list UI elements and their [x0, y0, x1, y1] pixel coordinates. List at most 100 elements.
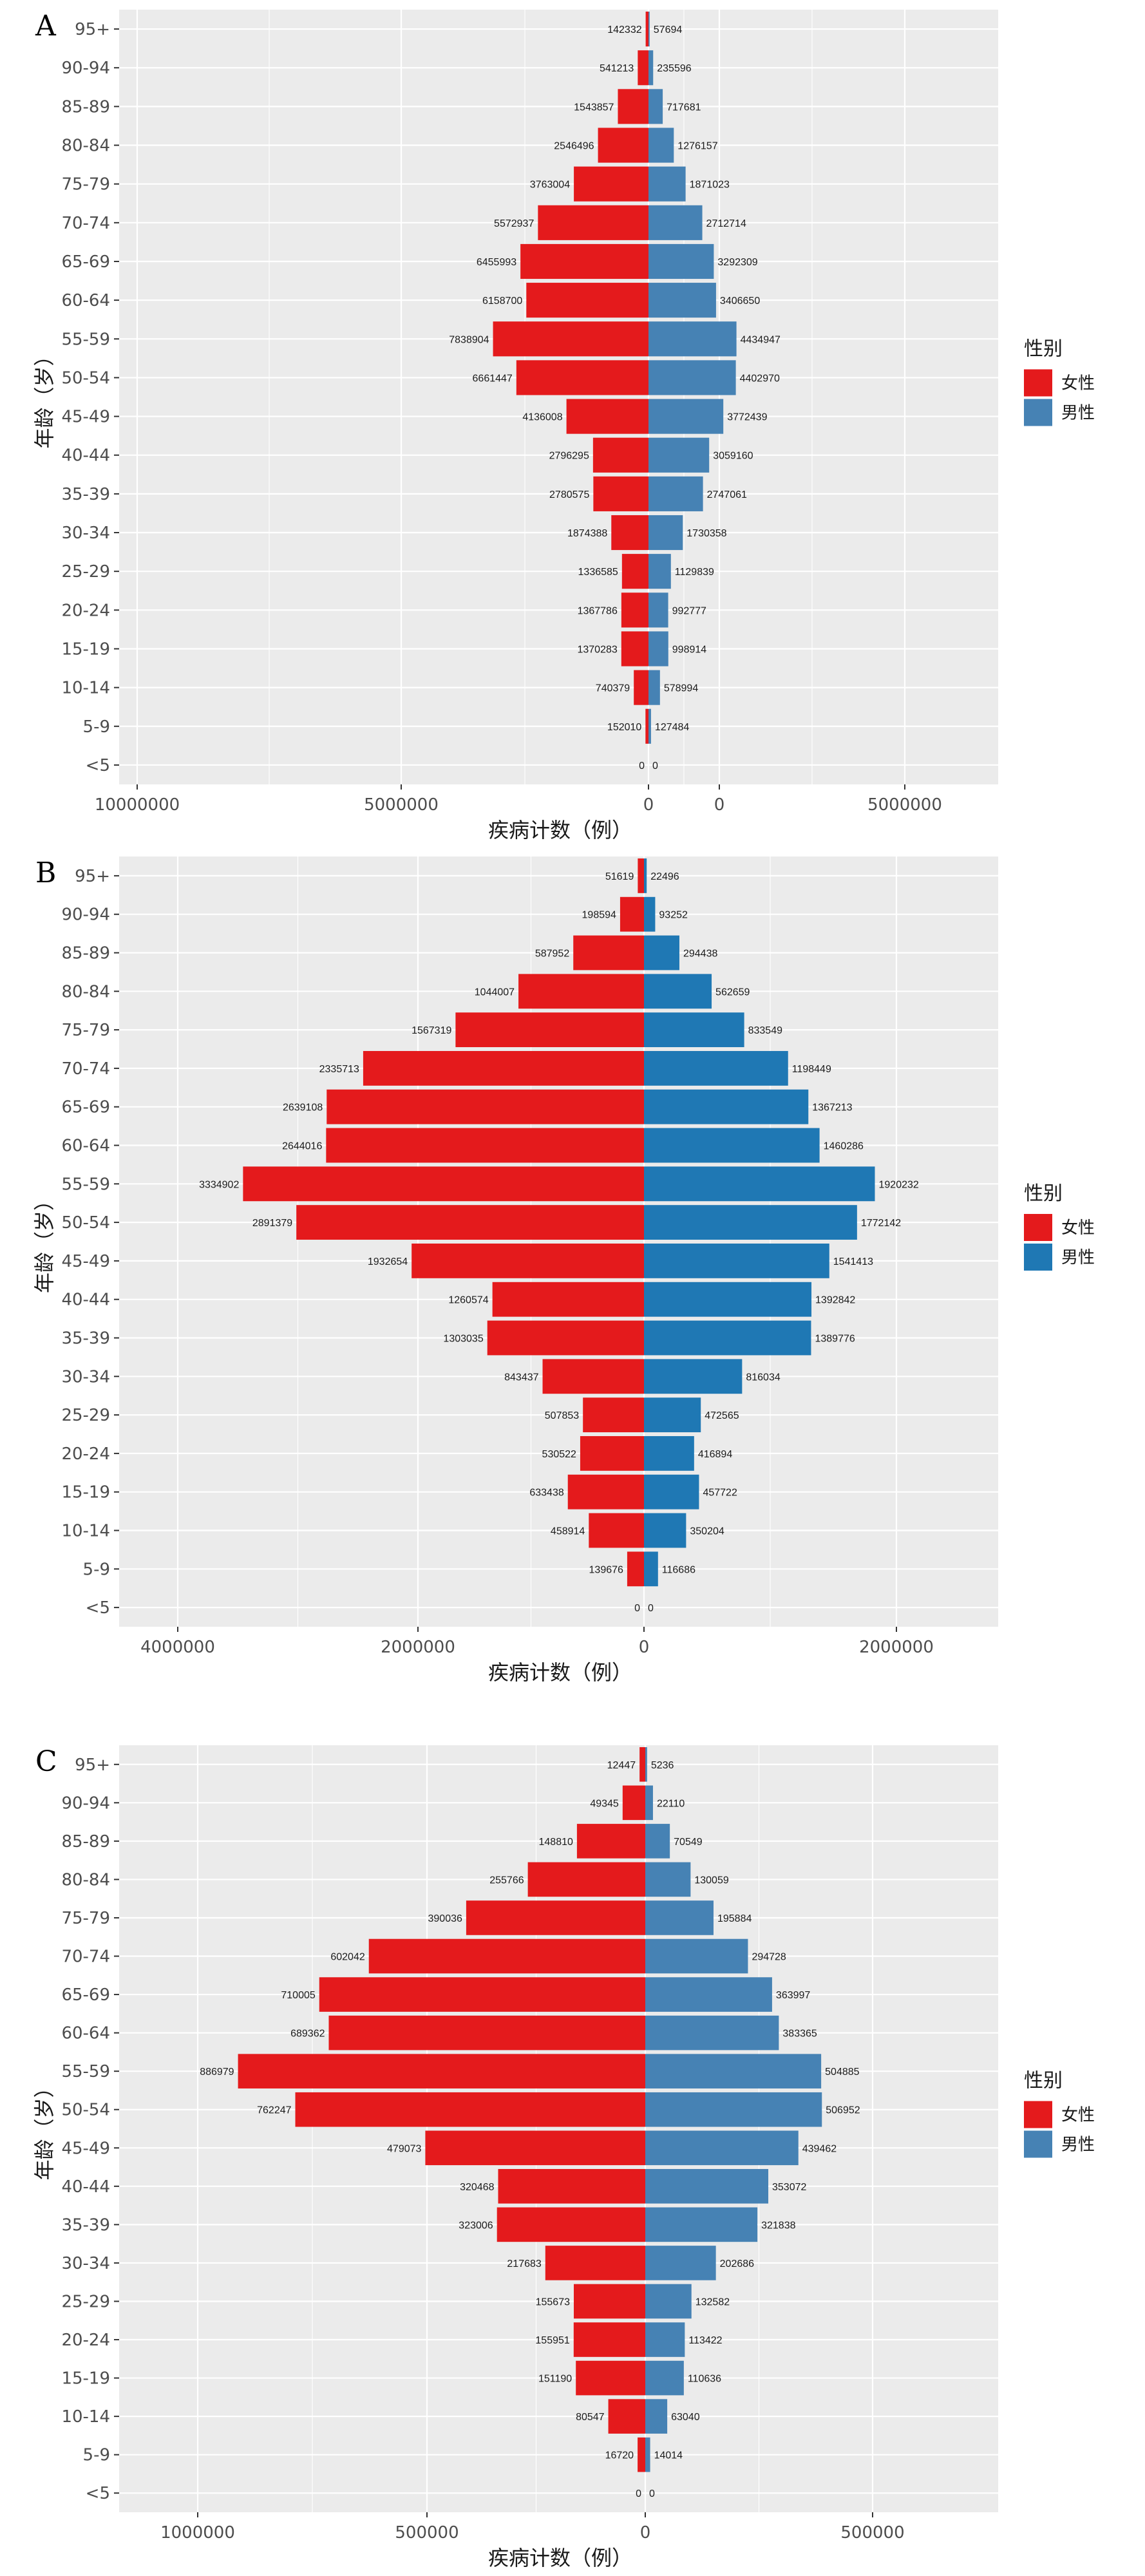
value-label-male: 1129839	[675, 567, 714, 578]
legend-key-swatch	[1024, 1214, 1052, 1241]
y-tick-label: 95+	[75, 867, 110, 886]
bar-male-55-59	[645, 2054, 822, 2088]
y-tick-label: 30-34	[61, 1367, 110, 1387]
bar-female-35-39	[593, 476, 648, 511]
bar-female-25-29	[621, 554, 648, 589]
bar-male-45-49	[645, 2130, 799, 2166]
bar-male-30-34	[645, 2246, 716, 2280]
value-label-male: 350204	[690, 1526, 724, 1537]
x-axis-title: 疾病计数（例）	[488, 818, 632, 842]
x-tick-label: 4000000	[140, 1638, 215, 1657]
bar-female-85-89	[573, 935, 644, 971]
bar-male-20-24	[644, 1435, 694, 1471]
x-axis-title: 疾病计数（例）	[488, 1660, 632, 1685]
bar-male-40-44	[645, 2169, 769, 2204]
y-tick-label: 20-24	[61, 2331, 110, 2350]
bar-female-60-64	[326, 1128, 644, 1163]
bar-female-90-94	[620, 896, 644, 932]
legend-label: 男性	[1061, 404, 1095, 423]
legend-label: 女性	[1061, 1218, 1095, 1238]
value-label-female: 1370283	[577, 644, 617, 655]
value-label-male: 1871023	[690, 180, 730, 191]
plot-background	[119, 10, 998, 784]
bar-male-60-64	[644, 1128, 820, 1163]
x-tick-label: 0	[714, 795, 725, 815]
bar-female-20-24	[573, 2322, 645, 2357]
y-tick-label: 55-59	[61, 2062, 110, 2081]
legend-key-swatch	[1024, 399, 1052, 426]
y-tick-label: 30-34	[61, 2254, 110, 2273]
bar-male-20-24	[648, 592, 668, 628]
bar-male-70-74	[644, 1050, 788, 1086]
value-label-male: 1920232	[879, 1179, 919, 1190]
value-label-female: 4136008	[522, 412, 562, 423]
y-tick-label: 35-39	[61, 1329, 110, 1349]
value-label-male: 353072	[772, 2182, 806, 2193]
bar-female-45-49	[566, 399, 648, 434]
x-tick-label: 5000000	[364, 795, 439, 815]
bar-male-75-79	[644, 1012, 744, 1048]
legend-key-swatch	[1024, 2130, 1052, 2158]
value-label-female: 1567319	[412, 1025, 451, 1036]
value-label-female: 1932654	[368, 1256, 408, 1267]
value-label-male: 363997	[776, 1990, 810, 2001]
bar-female-5-9	[627, 1551, 644, 1587]
value-label-female: 198594	[582, 910, 616, 921]
bar-female-70-74	[363, 1050, 644, 1086]
value-label-male: 1276157	[677, 141, 717, 152]
value-label-male: 439462	[802, 2143, 837, 2154]
bar-male-90-94	[645, 1785, 653, 1821]
y-tick-label: 5-9	[83, 2446, 110, 2465]
value-label-male: 1198449	[792, 1064, 831, 1075]
value-label-male: 113422	[688, 2335, 722, 2346]
value-label-male: 506952	[826, 2105, 860, 2116]
y-tick-label: 95+	[75, 1756, 110, 1775]
bar-female-5-9	[638, 2437, 645, 2472]
value-label-female: 843437	[504, 1372, 538, 1383]
value-label-male: 5236	[651, 1760, 674, 1771]
y-tick-label: 40-44	[61, 2177, 110, 2197]
legend-key-swatch	[1024, 1244, 1052, 1271]
value-label-male: 3292309	[717, 257, 757, 268]
y-tick-label: 50-54	[61, 2101, 110, 2120]
bar-male-85-89	[648, 89, 663, 124]
value-label-male: 0	[648, 1603, 654, 1614]
value-label-female: 6455993	[477, 257, 516, 268]
bar-female-15-19	[621, 631, 648, 667]
value-label-male: 1389776	[815, 1334, 855, 1345]
value-label-male: 4434947	[741, 334, 781, 345]
y-tick-label: 40-44	[61, 446, 110, 466]
value-label-female: 148810	[539, 1837, 573, 1848]
value-label-male: 833549	[748, 1025, 782, 1036]
value-label-female: 255766	[489, 1875, 524, 1886]
y-tick-label: 85-89	[61, 944, 110, 963]
y-axis-title: 年龄（岁）	[32, 2077, 57, 2180]
value-label-female: 0	[639, 761, 645, 772]
bar-male-90-94	[644, 896, 656, 932]
bar-male-40-44	[644, 1282, 812, 1317]
y-tick-label: 75-79	[61, 175, 110, 194]
plot-background	[119, 857, 998, 1627]
bar-male-15-19	[644, 1474, 699, 1510]
y-axis-title: 年龄（岁）	[32, 345, 57, 448]
y-tick-label: 35-39	[61, 2215, 110, 2235]
value-label-female: 2546496	[554, 141, 594, 152]
value-label-male: 57694	[654, 24, 683, 35]
y-tick-label: 85-89	[61, 1832, 110, 1852]
value-label-female: 7838904	[449, 334, 489, 345]
value-label-male: 472565	[705, 1410, 739, 1421]
bar-female-30-34	[611, 515, 648, 551]
value-label-female: 2639108	[283, 1103, 323, 1113]
bar-female-90-94	[622, 1785, 645, 1821]
y-tick-label: 70-74	[61, 1947, 110, 1967]
bar-female-85-89	[576, 1824, 645, 1859]
y-tick-label: 15-19	[61, 639, 110, 659]
bar-female-40-44	[492, 1282, 644, 1317]
y-tick-label: 70-74	[61, 214, 110, 233]
bar-male-30-34	[644, 1359, 743, 1394]
y-tick-label: 90-94	[61, 59, 110, 78]
x-tick-label: 2000000	[859, 1638, 934, 1657]
bar-male-35-39	[648, 476, 703, 511]
value-label-female: 1336585	[578, 567, 618, 578]
